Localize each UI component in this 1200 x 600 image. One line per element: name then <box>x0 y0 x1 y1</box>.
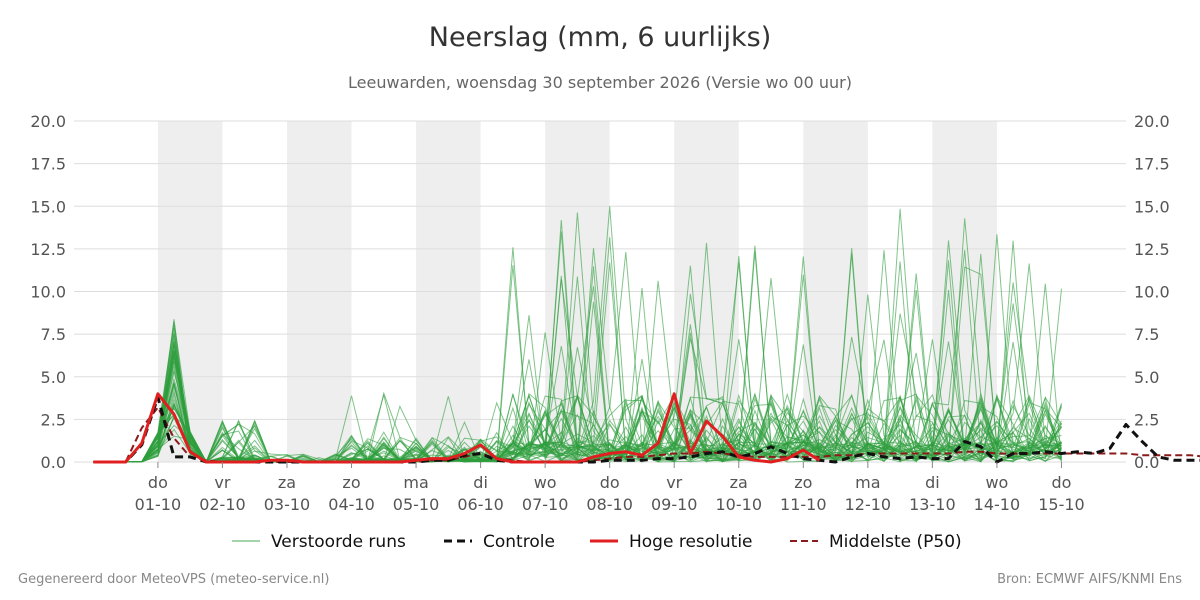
y-axis-right-ticks: 0.0 2.5 5.0 7.5 10.0 12.5 15.0 17.5 20.0 <box>1134 112 1170 472</box>
y-tick-left-label: 10.0 <box>30 283 66 302</box>
y-tick-left-label: 12.5 <box>30 240 66 259</box>
x-tick-day-label: za <box>278 473 296 492</box>
y-tick-left-label: 17.5 <box>30 155 66 174</box>
legend-label-ensemble: Verstoorde runs <box>271 532 406 552</box>
ensemble-member-line <box>93 206 1062 463</box>
x-tick-day-label: vr <box>214 473 230 492</box>
x-tick-day-label: wo <box>534 473 557 492</box>
x-tick-date-label: 11-10 <box>780 495 827 514</box>
x-tick-date-label: 01-10 <box>135 495 182 514</box>
x-tick-day-label: di <box>473 473 488 492</box>
x-tick-date-label: 09-10 <box>651 495 698 514</box>
chart-title: Neerslag (mm, 6 uurlijks) <box>428 22 772 53</box>
legend-label-control: Controle <box>483 532 555 552</box>
x-tick-date-label: 07-10 <box>522 495 569 514</box>
x-tick-date-label: 02-10 <box>199 495 246 514</box>
legend-label-hires: Hoge resolutie <box>629 532 753 552</box>
y-tick-right-label: 10.0 <box>1134 283 1170 302</box>
footer-source: Bron: ECMWF AIFS/KNMI Ens <box>997 572 1182 587</box>
y-tick-left-label: 7.5 <box>41 325 66 344</box>
legend: Verstoorde runs Controle Hoge resolutie … <box>232 532 962 552</box>
x-tick-date-label: 08-10 <box>586 495 633 514</box>
x-tick-day-label: do <box>148 473 168 492</box>
x-tick-day-label: do <box>600 473 620 492</box>
x-tick-date-label: 04-10 <box>328 495 375 514</box>
y-tick-right-label: 5.0 <box>1134 368 1159 387</box>
x-tick-day-label: ma <box>855 473 880 492</box>
x-tick-date-label: 15-10 <box>1038 495 1085 514</box>
ensemble-member-line <box>93 289 1062 464</box>
x-tick-day-label: di <box>925 473 940 492</box>
x-tick-date-label: 05-10 <box>393 495 440 514</box>
main-series-lines <box>93 392 1200 464</box>
ensemble-member-line <box>93 265 1062 463</box>
x-tick-day-label: ma <box>403 473 428 492</box>
x-tick-date-label: 06-10 <box>457 495 504 514</box>
y-tick-right-label: 15.0 <box>1134 197 1170 216</box>
series-line-hoge-resolutie <box>93 392 821 464</box>
x-tick-date-label: 03-10 <box>264 495 311 514</box>
y-tick-right-label: 12.5 <box>1134 240 1170 259</box>
y-tick-left-label: 20.0 <box>30 112 66 131</box>
x-tick-date-label: 13-10 <box>909 495 956 514</box>
chart-subtitle: Leeuwarden, woensdag 30 september 2026 (… <box>348 73 852 92</box>
y-tick-left-label: 5.0 <box>41 368 66 387</box>
x-tick-day-label: vr <box>666 473 682 492</box>
x-tick-date-label: 12-10 <box>845 495 892 514</box>
x-tick-day-label: do <box>1051 473 1071 492</box>
y-tick-left-label: 15.0 <box>30 197 66 216</box>
x-tick-date-label: 14-10 <box>974 495 1021 514</box>
x-tick-day-label: zo <box>794 473 812 492</box>
x-tick-day-label: zo <box>342 473 360 492</box>
y-axis-left-ticks: 0.0 2.5 5.0 7.5 10.0 12.5 15.0 17.5 20.0 <box>30 112 66 472</box>
x-tick-date-label: 10-10 <box>716 495 763 514</box>
x-tick-day-label: za <box>730 473 748 492</box>
x-tick-day-label: wo <box>985 473 1008 492</box>
y-tick-right-label: 20.0 <box>1134 112 1170 131</box>
y-tick-right-label: 7.5 <box>1134 325 1159 344</box>
footer-generator: Gegenereerd door MeteoVPS (meteo-service… <box>18 572 330 587</box>
series-line-middelste-p50- <box>93 406 1200 463</box>
y-tick-left-label: 2.5 <box>41 410 66 429</box>
legend-label-median: Middelste (P50) <box>829 532 962 552</box>
y-tick-right-label: 2.5 <box>1134 410 1159 429</box>
x-axis-ticks: do 01-10 vr 02-10 za 03-10 zo 04-10 ma 05-10 di 06-… <box>135 462 1085 514</box>
y-tick-right-label: 17.5 <box>1134 155 1170 174</box>
y-tick-left-label: 0.0 <box>41 453 66 472</box>
y-tick-right-label: 0.0 <box>1134 453 1159 472</box>
